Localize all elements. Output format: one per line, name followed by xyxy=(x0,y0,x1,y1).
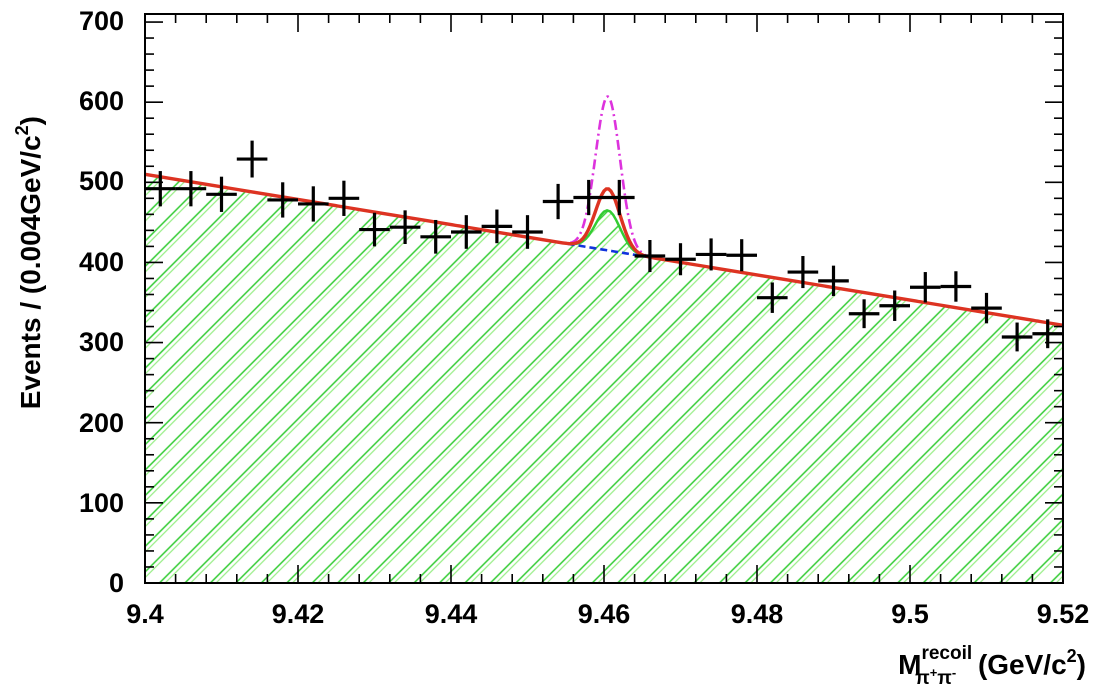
y-axis-title: Events / (0.004GeV/c2) xyxy=(12,116,46,409)
x-tick-label: 9.4 xyxy=(126,599,164,629)
plot-area xyxy=(145,95,1063,583)
y-tick-label: 700 xyxy=(79,6,124,36)
y-tick-label: 400 xyxy=(79,247,124,277)
axis-ticks xyxy=(144,14,1064,584)
data-marks xyxy=(145,140,1063,352)
background-area-fill xyxy=(145,174,1063,583)
x-tick-label: 9.44 xyxy=(425,599,478,629)
y-tick-label: 200 xyxy=(79,408,124,438)
x-axis-title: Mrecoil π+π- (GeV/c2) xyxy=(898,643,1086,689)
x-tick-label: 9.46 xyxy=(578,599,631,629)
y-tick-label: 300 xyxy=(79,327,124,357)
x-tick-label: 9.52 xyxy=(1037,599,1090,629)
y-tick-label: 100 xyxy=(79,488,124,518)
y-tick-label: 0 xyxy=(109,568,124,598)
x-tick-label: 9.48 xyxy=(731,599,784,629)
x-tick-label: 9.42 xyxy=(272,599,325,629)
background-only-line xyxy=(534,237,654,260)
x-tick-labels: 9.4 9.42 9.44 9.46 9.48 9.5 9.52 xyxy=(126,599,1089,629)
x-tick-label: 9.5 xyxy=(891,599,929,629)
y-tick-label: 500 xyxy=(79,166,124,196)
y-tick-labels: 0 100 200 300 400 500 600 700 xyxy=(79,6,124,598)
y-tick-label: 600 xyxy=(79,86,124,116)
